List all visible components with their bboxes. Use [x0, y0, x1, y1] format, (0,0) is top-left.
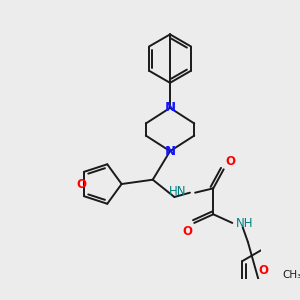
- Text: N: N: [164, 145, 175, 158]
- Text: O: O: [76, 178, 86, 190]
- Text: NH: NH: [236, 217, 253, 230]
- Text: O: O: [182, 225, 193, 238]
- Text: O: O: [225, 154, 236, 168]
- Text: HN: HN: [169, 185, 187, 198]
- Text: N: N: [164, 101, 175, 114]
- Text: CH₃: CH₃: [283, 270, 300, 280]
- Text: O: O: [259, 265, 269, 278]
